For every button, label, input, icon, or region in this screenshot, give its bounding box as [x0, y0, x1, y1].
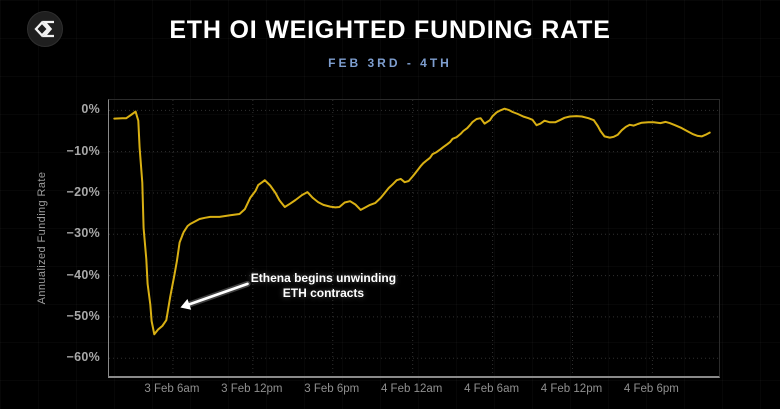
x-tick-label: 3 Feb 6pm [304, 383, 360, 395]
x-tick-label: 3 Feb 6am [144, 383, 200, 395]
page-title: ETH OI WEIGHTED FUNDING RATE [169, 16, 611, 44]
x-tick-label: 3 Feb 12pm [221, 383, 283, 395]
y-tick-label: −60% [66, 350, 100, 365]
x-tick-label: 4 Feb 12am [380, 383, 443, 395]
funding-rate-chart: Ethena begins unwinding ETH contracts [108, 99, 720, 378]
y-tick-label: −20% [66, 184, 100, 199]
y-tick-label: −40% [66, 267, 100, 282]
annotation-arrowhead-icon [180, 299, 192, 310]
sigma-diamond-logo-icon [27, 11, 63, 47]
annotation-line-1: Ethena begins unwinding [250, 270, 397, 285]
x-tick-label: 4 Feb 6am [464, 383, 520, 395]
page-subtitle: FEB 3RD - 4TH [328, 56, 452, 70]
annotation-arrow-shaft [187, 282, 249, 306]
y-tick-label: −10% [66, 143, 100, 158]
y-tick-label: 0% [81, 102, 100, 117]
y-tick-label: −50% [66, 308, 100, 323]
x-tick-label: 4 Feb 12pm [540, 383, 603, 395]
funding-rate-line [113, 107, 711, 336]
chart-canvas [109, 100, 719, 376]
chart-annotation: Ethena begins unwinding ETH contracts [251, 271, 396, 301]
annotation-line-2: ETH contracts [282, 285, 365, 300]
y-tick-label: −30% [66, 226, 100, 241]
x-tick-label: 4 Feb 6pm [623, 383, 679, 395]
